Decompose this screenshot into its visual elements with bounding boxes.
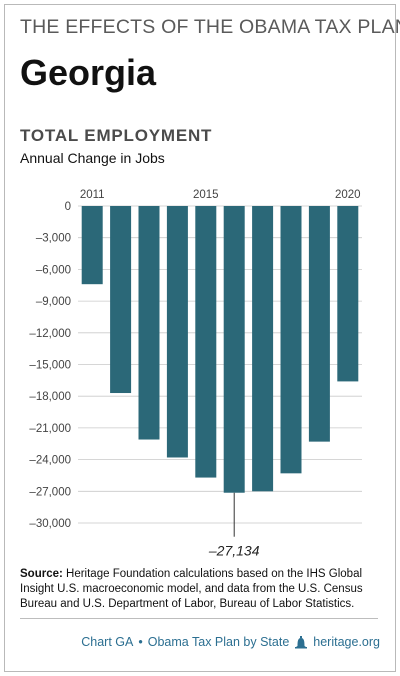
source-text: Heritage Foundation calculations based o… bbox=[20, 568, 363, 610]
source-note: Source: Heritage Foundation calculations… bbox=[20, 567, 380, 612]
liberty-bell-icon bbox=[295, 635, 308, 648]
x-tick-label: 2011 bbox=[80, 189, 105, 201]
y-tick-label: –21,000 bbox=[29, 423, 71, 435]
bar-2011 bbox=[81, 206, 103, 285]
state-name: Georgia bbox=[20, 52, 157, 93]
bars bbox=[81, 206, 359, 493]
x-tick-label: 2020 bbox=[335, 189, 361, 201]
bar-2018 bbox=[280, 206, 302, 474]
y-tick-label: –3,000 bbox=[36, 233, 71, 245]
min-value-label: –27,134 bbox=[208, 543, 260, 559]
bar-2015 bbox=[195, 206, 217, 478]
y-tick-label: –12,000 bbox=[29, 328, 71, 340]
y-tick-label: 0 bbox=[65, 201, 71, 213]
bar-2019 bbox=[308, 206, 330, 442]
footer-bullet: • bbox=[138, 635, 143, 649]
footer-divider bbox=[20, 618, 378, 619]
bar-2020 bbox=[337, 206, 359, 382]
y-tick-label: –27,000 bbox=[29, 486, 71, 498]
x-axis-labels: 2011 2015 2020 bbox=[80, 189, 361, 201]
bar-2012 bbox=[110, 206, 132, 394]
site-link[interactable]: heritage.org bbox=[313, 635, 380, 649]
x-tick-label: 2015 bbox=[193, 189, 219, 201]
y-axis-labels: 0 –3,000 –6,000 –9,000 –12,000 –15,000 –18,000… bbox=[29, 201, 71, 530]
source-label: Source: bbox=[20, 568, 63, 580]
bar-2017 bbox=[252, 206, 274, 492]
bar-2016 bbox=[223, 206, 245, 493]
bar-2013 bbox=[138, 206, 160, 440]
chart-subtitle: Annual Change in Jobs bbox=[20, 150, 165, 166]
y-tick-label: –30,000 bbox=[29, 518, 71, 530]
kicker-title: THE EFFECTS OF THE OBAMA TAX PLAN bbox=[20, 16, 400, 38]
series-name: Obama Tax Plan by State bbox=[147, 635, 290, 649]
bar-2014 bbox=[166, 206, 188, 458]
annotation: –27,134 bbox=[208, 492, 260, 559]
y-tick-label: –15,000 bbox=[29, 360, 71, 372]
y-tick-label: –9,000 bbox=[36, 296, 71, 308]
y-tick-label: –24,000 bbox=[29, 455, 71, 467]
chart-title: TOTAL EMPLOYMENT bbox=[20, 126, 213, 145]
footer: Chart GA • Obama Tax Plan by State herit… bbox=[81, 635, 380, 649]
y-tick-label: –18,000 bbox=[29, 391, 71, 403]
chart-id: Chart GA bbox=[81, 635, 134, 649]
y-tick-label: –6,000 bbox=[36, 264, 71, 276]
